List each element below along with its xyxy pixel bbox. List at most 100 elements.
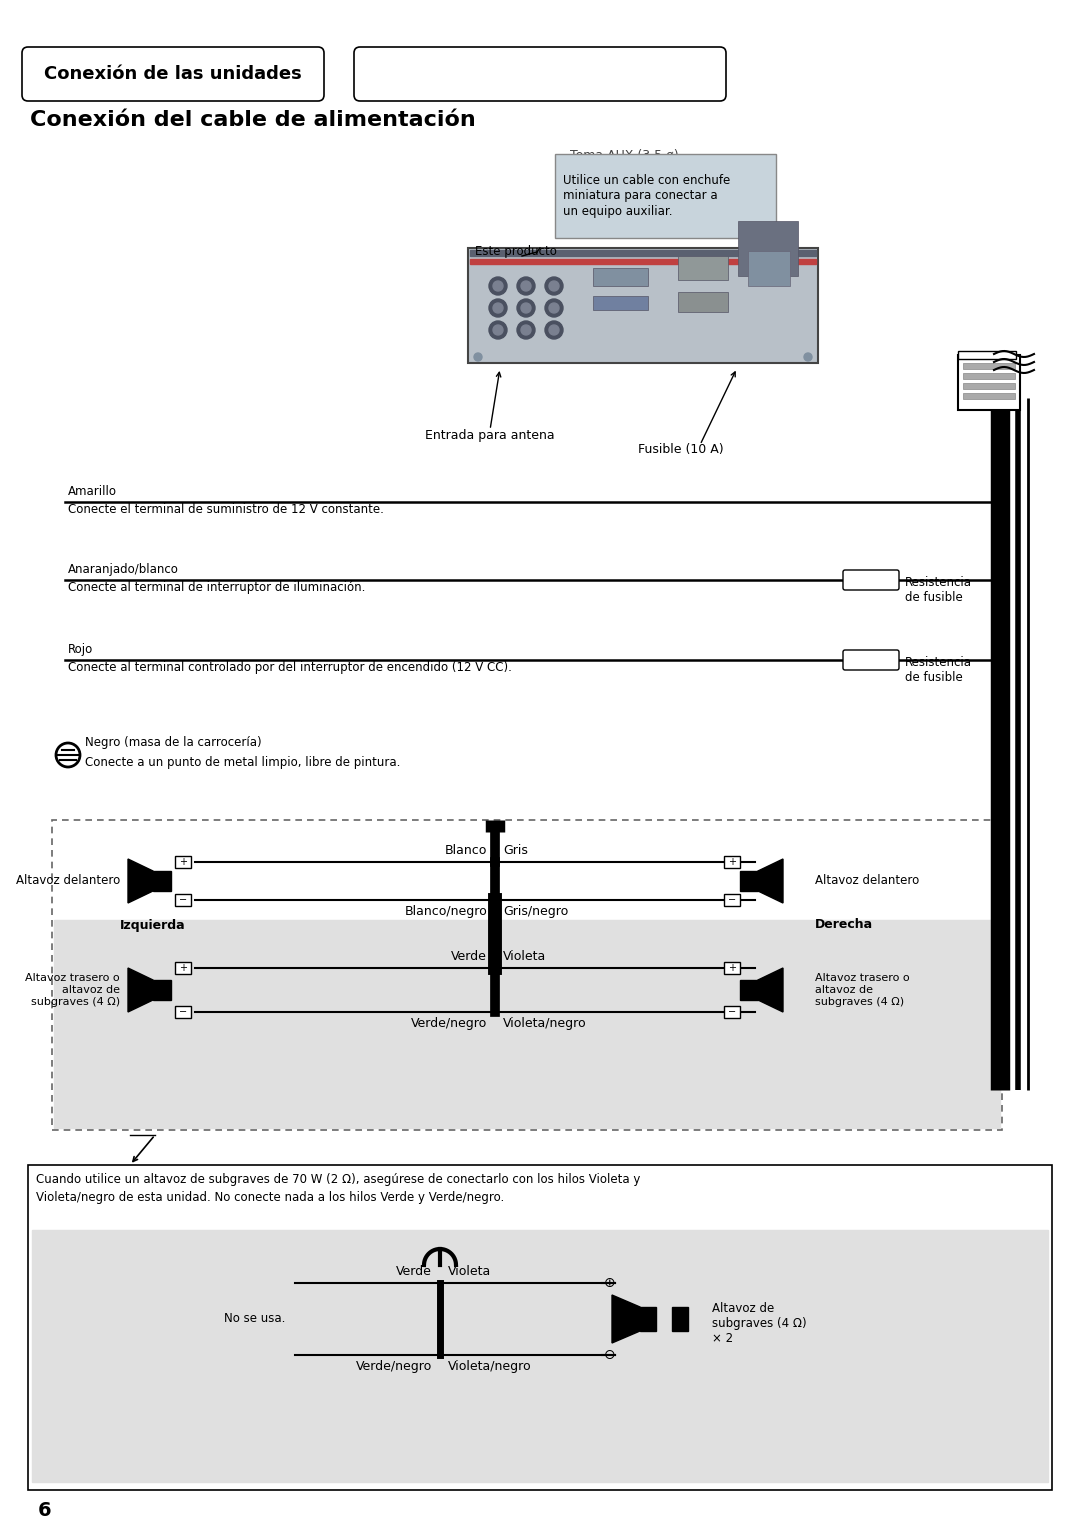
Bar [153, 980, 171, 1000]
Text: Conexión del cable de alimentación: Conexión del cable de alimentación [30, 110, 476, 130]
Bar [724, 962, 740, 974]
Text: Resistencia
de fusible: Resistencia de fusible [905, 656, 972, 683]
Bar [740, 980, 758, 1000]
Text: Conecte al terminal de interruptor de iluminación.: Conecte al terminal de interruptor de il… [68, 581, 365, 594]
Circle shape [545, 299, 563, 317]
FancyBboxPatch shape [555, 155, 777, 237]
Bar [740, 872, 758, 892]
Text: −: − [728, 1007, 737, 1017]
Polygon shape [129, 859, 153, 902]
Circle shape [545, 277, 563, 296]
Text: +: + [179, 964, 187, 973]
Text: ⊖: ⊖ [604, 1348, 616, 1362]
Bar [593, 296, 648, 309]
Bar [175, 856, 191, 869]
Text: Conecte al terminal controlado por del interruptor de encendido (12 V CC).: Conecte al terminal controlado por del i… [68, 660, 512, 674]
Bar [678, 293, 728, 313]
Text: Rojo: Rojo [68, 643, 93, 656]
Bar [153, 872, 171, 892]
Text: Conecte a un punto de metal limpio, libre de pintura.: Conecte a un punto de metal limpio, libr… [85, 755, 401, 769]
Text: Entrada para antena: Entrada para antena [426, 429, 555, 441]
Text: −: − [179, 895, 187, 905]
Text: Violeta: Violeta [448, 1265, 491, 1278]
Bar [738, 221, 798, 276]
Text: Altavoz de
subgraves (4 Ω)
× 2: Altavoz de subgraves (4 Ω) × 2 [712, 1302, 807, 1345]
Bar [963, 394, 1015, 398]
Text: Gris: Gris [503, 844, 528, 856]
Bar [175, 1007, 191, 1017]
Circle shape [517, 277, 535, 296]
Bar [724, 895, 740, 905]
Circle shape [492, 280, 503, 291]
FancyBboxPatch shape [843, 570, 899, 590]
Bar [672, 1307, 688, 1331]
Circle shape [549, 325, 559, 336]
Bar [640, 1307, 656, 1331]
Text: Toma AUX (3,5 ø): Toma AUX (3,5 ø) [570, 149, 678, 161]
Bar [958, 355, 1020, 411]
Bar [28, 1164, 1052, 1491]
Bar [175, 962, 191, 974]
Text: Anaranjado/blanco: Anaranjado/blanco [68, 562, 179, 576]
Bar [468, 248, 818, 363]
FancyBboxPatch shape [354, 47, 726, 101]
Bar [593, 268, 648, 286]
Polygon shape [129, 968, 153, 1013]
Text: Negro (masa de la carrocería): Negro (masa de la carrocería) [85, 735, 261, 749]
Text: Verde/negro: Verde/negro [355, 1360, 432, 1373]
Text: Verde: Verde [396, 1265, 432, 1278]
Circle shape [521, 280, 531, 291]
Circle shape [517, 299, 535, 317]
Bar [748, 251, 789, 286]
Polygon shape [758, 859, 783, 902]
Polygon shape [612, 1295, 640, 1344]
Text: +: + [728, 856, 735, 867]
Text: Verde: Verde [451, 950, 487, 964]
Bar [175, 895, 191, 905]
Polygon shape [758, 968, 783, 1013]
Text: Este producto: Este producto [475, 245, 557, 259]
Text: −: − [179, 1007, 187, 1017]
Text: Gris/negro: Gris/negro [503, 905, 568, 918]
Circle shape [517, 322, 535, 339]
Text: Cuando utilice un altavoz de subgraves de 70 W (2 Ω), asegúrese de conectarlo co: Cuando utilice un altavoz de subgraves d… [36, 1174, 640, 1204]
Circle shape [549, 303, 559, 313]
Text: Amarillo: Amarillo [68, 486, 117, 498]
Text: Izquierda: Izquierda [120, 919, 186, 931]
Circle shape [492, 303, 503, 313]
Circle shape [474, 352, 482, 362]
Circle shape [492, 325, 503, 336]
Text: Violeta: Violeta [503, 950, 546, 964]
Bar [32, 1230, 1048, 1481]
Bar [963, 372, 1015, 378]
Text: No se usa.: No se usa. [224, 1313, 285, 1325]
Circle shape [489, 322, 507, 339]
Text: Blanco/negro: Blanco/negro [404, 905, 487, 918]
Text: Altavoz delantero: Altavoz delantero [16, 875, 120, 887]
Circle shape [489, 277, 507, 296]
Text: Conexión de las unidades: Conexión de las unidades [44, 64, 302, 83]
Bar [470, 250, 816, 256]
Text: Blanco: Blanco [445, 844, 487, 856]
Bar [958, 351, 1016, 358]
Text: Verde/negro: Verde/negro [410, 1017, 487, 1030]
Bar [54, 921, 1000, 1128]
Text: Utilice un cable con enchufe
miniatura para conectar a
un equipo auxiliar.: Utilice un cable con enchufe miniatura p… [563, 175, 730, 218]
Bar [963, 363, 1015, 369]
Text: 6: 6 [38, 1500, 52, 1520]
Text: Violeta/negro: Violeta/negro [503, 1017, 586, 1030]
FancyBboxPatch shape [843, 650, 899, 669]
Bar [470, 259, 816, 264]
Bar [52, 820, 1002, 1131]
Circle shape [545, 322, 563, 339]
Bar [963, 383, 1015, 389]
Text: Resistencia
de fusible: Resistencia de fusible [905, 576, 972, 604]
Circle shape [549, 280, 559, 291]
FancyBboxPatch shape [22, 47, 324, 101]
Text: Altavoz trasero o
altavoz de
subgraves (4 Ω): Altavoz trasero o altavoz de subgraves (… [25, 973, 120, 1007]
Text: Violeta/negro: Violeta/negro [448, 1360, 531, 1373]
Text: Derecha: Derecha [815, 919, 873, 931]
Circle shape [521, 325, 531, 336]
Bar [724, 1007, 740, 1017]
Circle shape [521, 303, 531, 313]
